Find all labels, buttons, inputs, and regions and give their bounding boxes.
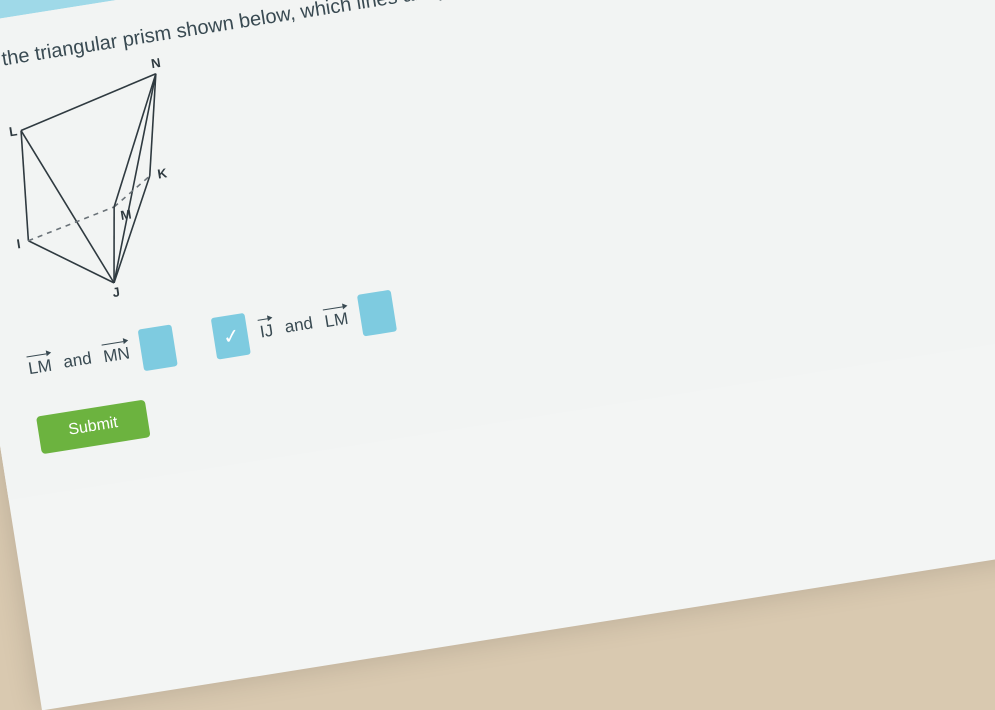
answer-option[interactable]: ✓ IJ and LM bbox=[211, 290, 397, 360]
answer-connector: and bbox=[62, 348, 93, 372]
answer-segment-left: IJ bbox=[258, 319, 275, 343]
svg-text:M: M bbox=[119, 206, 132, 223]
answer-checkbox[interactable]: ✓ bbox=[211, 313, 251, 360]
answer-connector: and bbox=[283, 313, 314, 337]
submit-button[interactable]: Submit bbox=[36, 400, 150, 455]
answer-segment-right: LM bbox=[323, 307, 350, 332]
svg-text:J: J bbox=[111, 284, 120, 300]
answer-checkbox[interactable] bbox=[138, 324, 178, 371]
answer-option[interactable]: LM and MN bbox=[25, 324, 178, 389]
answer-segment-left: LM bbox=[27, 354, 54, 379]
svg-text:L: L bbox=[8, 123, 18, 139]
content-area: In the triangular prism shown below, whi… bbox=[0, 0, 995, 500]
answer-segment-right: MN bbox=[102, 341, 132, 367]
prism-svg: LNIKMJ bbox=[0, 63, 227, 312]
svg-text:N: N bbox=[150, 55, 162, 71]
svg-text:I: I bbox=[16, 236, 22, 251]
svg-text:K: K bbox=[156, 165, 168, 181]
checkmark-icon: ✓ bbox=[221, 323, 241, 350]
screen: My IXL Learning Assessment Parallel, per… bbox=[0, 0, 995, 710]
answer-checkbox[interactable] bbox=[357, 290, 397, 337]
